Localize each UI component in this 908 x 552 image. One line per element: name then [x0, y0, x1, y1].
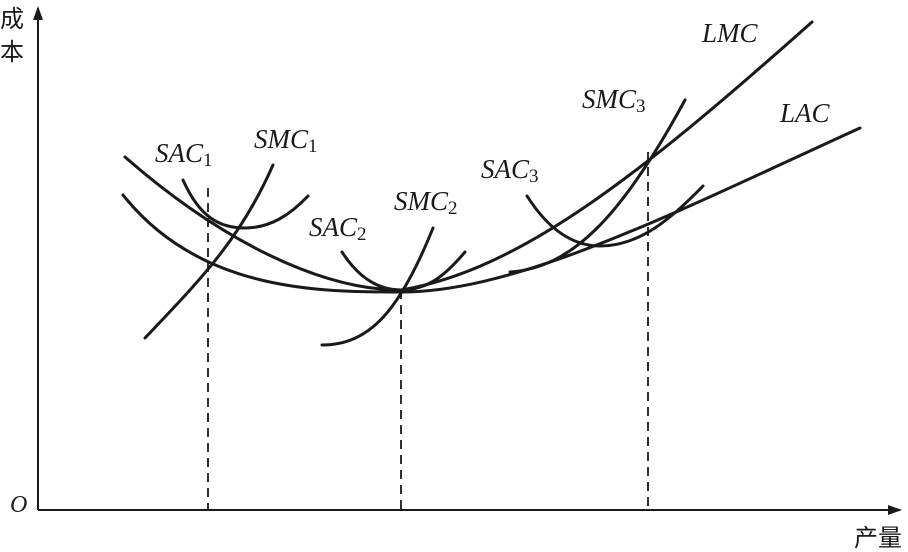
smc2-curve [320, 226, 435, 347]
lmc-label: LMC [701, 18, 759, 48]
sac1-curve [181, 178, 310, 230]
smc3-curve [508, 98, 687, 274]
lac-curve [121, 126, 862, 294]
y-axis-title-line1: 成 [0, 5, 24, 33]
lmc-curve [123, 20, 814, 292]
smc1-label: SMC1 [254, 124, 318, 157]
smc1-curve [143, 163, 275, 340]
x-axis-title: 产量 [854, 524, 902, 552]
sac1-label: SAC1 [155, 138, 213, 171]
lac-label: LAC [779, 98, 831, 128]
sac3-curve [525, 184, 705, 248]
smc3-label: SMC3 [582, 84, 646, 117]
origin-label: O [10, 492, 27, 518]
sac2-curve [340, 250, 467, 292]
y-axis-title-line2: 本 [0, 38, 24, 66]
smc2-label: SMC2 [394, 186, 458, 219]
sac3-label: SAC3 [481, 154, 539, 187]
sac2-label: SAC2 [309, 212, 367, 245]
